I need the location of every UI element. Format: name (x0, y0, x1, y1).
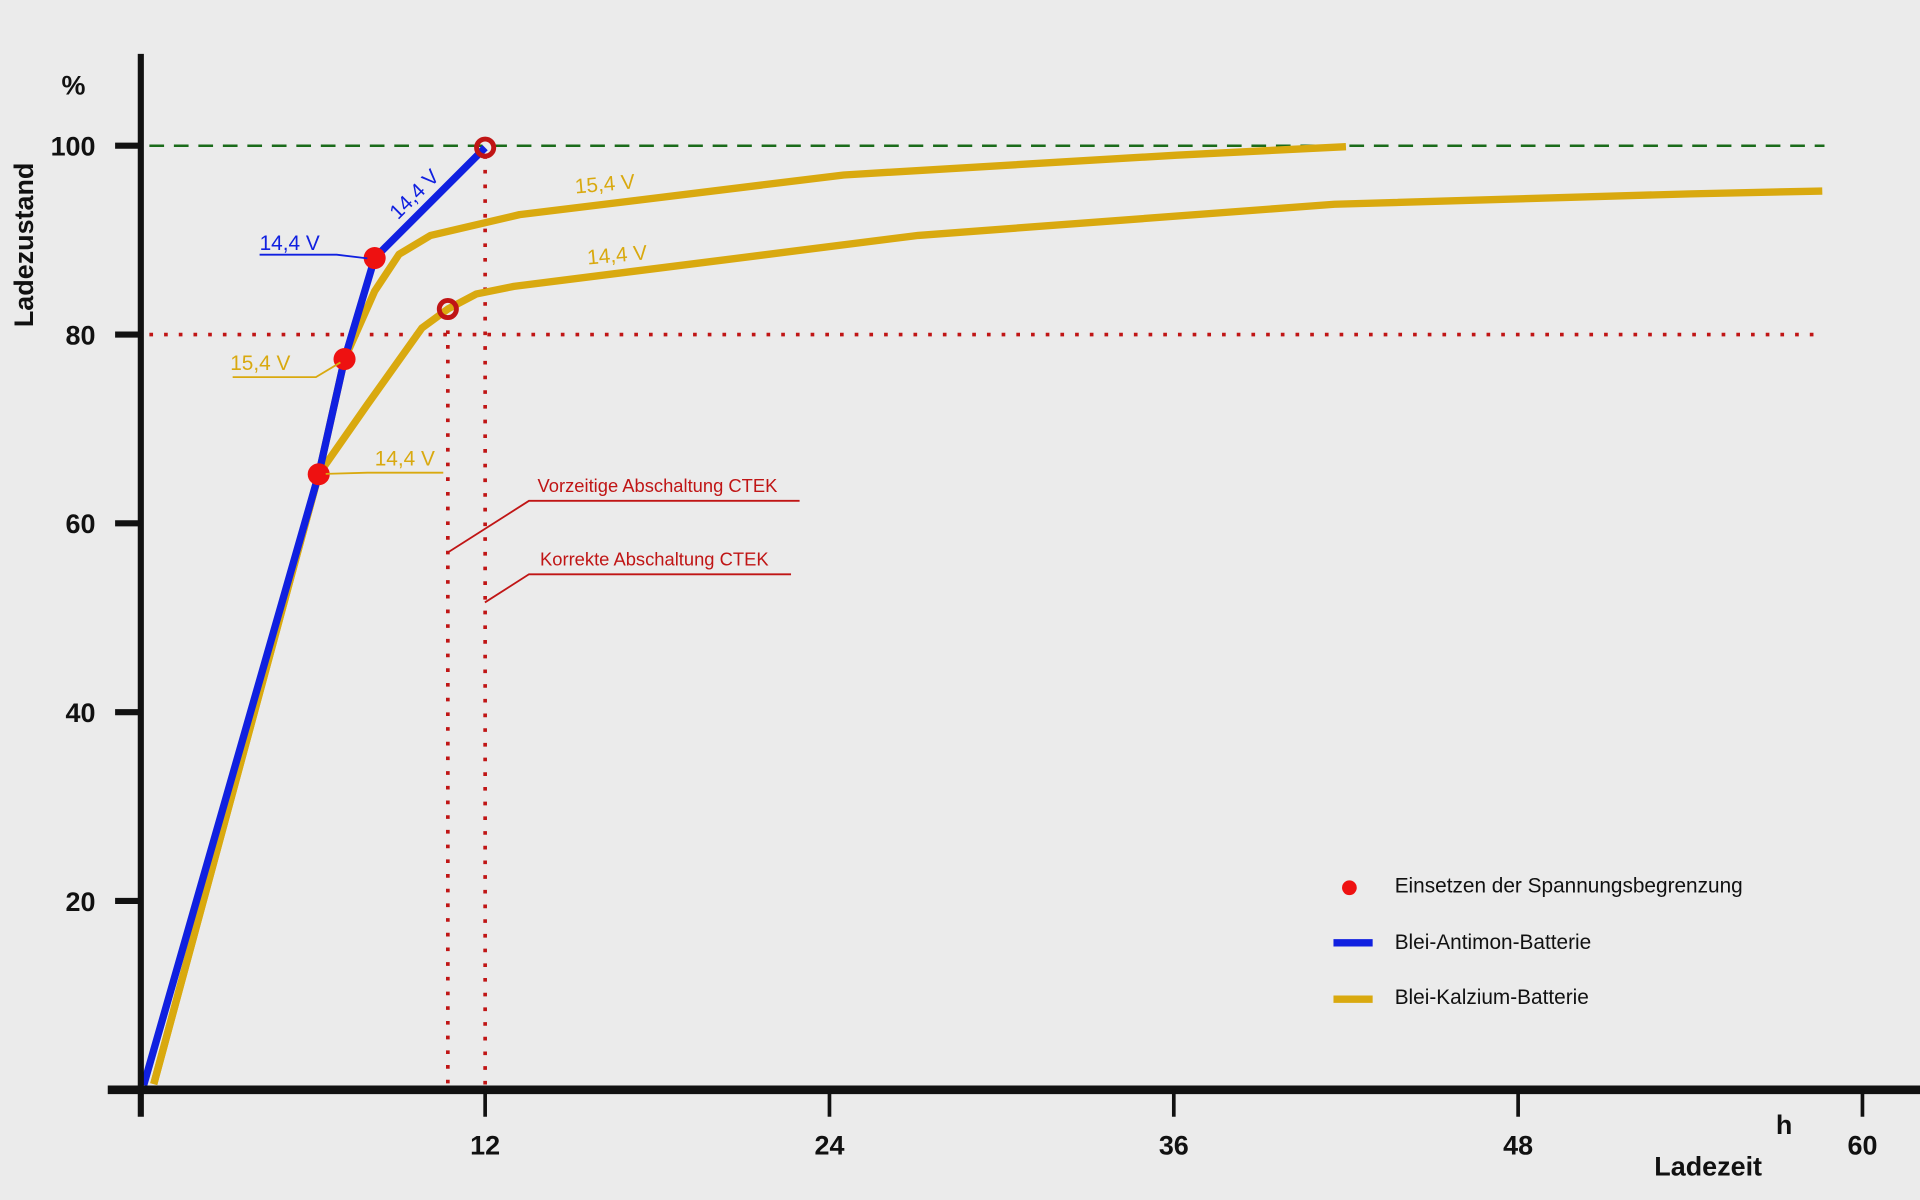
axis-ticks: 20 40 60 80 100 12 24 36 48 60 (51, 132, 1878, 1161)
annotation-leader (232, 361, 341, 379)
y-tick-label: 100 (51, 132, 96, 162)
annotation-leader (447, 499, 800, 554)
x-tick-label: 24 (814, 1131, 844, 1161)
x-tick-label: 60 (1847, 1131, 1877, 1161)
legend-label: Einsetzen der Spannungsbegrenzung (1395, 875, 1743, 898)
annotation-curve-15-4: 15,4 V (574, 170, 636, 198)
annotation-curve-14-4: 14,4 V (586, 241, 648, 269)
y-tick-label: 60 (66, 509, 96, 539)
y-tick-label: 40 (66, 698, 96, 728)
voltage-limit-point (363, 247, 386, 270)
y-tick-label: 20 (66, 887, 96, 917)
markers (307, 136, 497, 486)
reference-lines (149, 144, 1825, 1088)
legend: Einsetzen der Spannungsbegrenzung Blei-A… (1333, 875, 1743, 1009)
annotation-yellow-15-4: 15,4 V (230, 352, 290, 375)
y-axis-label: Ladezustand (9, 163, 39, 328)
annotation-leader (259, 253, 368, 260)
x-tick-label: 36 (1159, 1131, 1189, 1161)
y-unit: % (61, 70, 85, 100)
legend-dot-symbol (1342, 880, 1357, 896)
x-axis-label: Ladezeit (1654, 1152, 1762, 1182)
series-line-kalzium-154V (150, 142, 1347, 1086)
cutoff-point (474, 136, 497, 159)
annotation-blue-14-4: 14,4 V (260, 232, 320, 255)
x-unit: h (1776, 1110, 1792, 1140)
y-tick-label: 80 (66, 320, 96, 350)
series-line-kalzium-144V (150, 187, 1823, 1086)
annotations: 14,4 V 14,4 V 15,4 V 14,4 V 15,4 V 14,4 … (230, 165, 800, 604)
cutoff-point (436, 298, 459, 321)
annotation-leader (325, 471, 444, 475)
legend-label: Blei-Antimon-Batterie (1395, 931, 1592, 954)
annotation-premature-cutoff: Vorzeitige Abschaltung CTEK (538, 475, 779, 496)
annotation-leader (484, 573, 792, 604)
voltage-limit-point (333, 348, 356, 371)
voltage-limit-point (307, 463, 330, 486)
x-tick-label: 12 (470, 1131, 500, 1161)
annotation-correct-cutoff: Korrekte Abschaltung CTEK (540, 549, 769, 570)
x-tick-label: 48 (1503, 1131, 1533, 1161)
annotation-yellow-14-4: 14,4 V (375, 447, 435, 470)
legend-label: Blei-Kalzium-Batterie (1395, 986, 1589, 1009)
